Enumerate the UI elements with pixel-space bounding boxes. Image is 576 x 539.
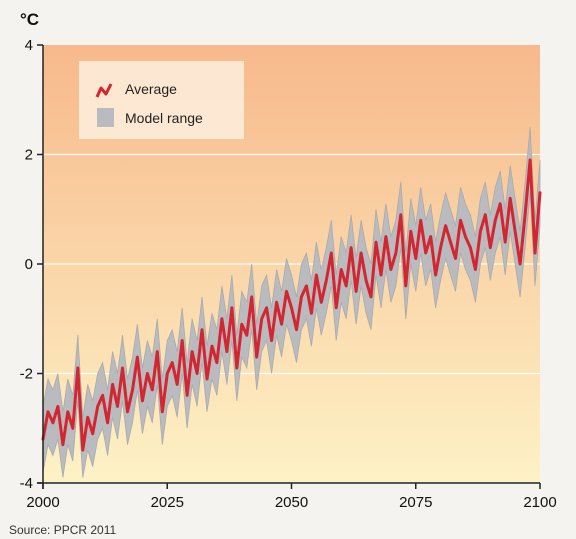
x-tick-label: 2050 — [275, 494, 308, 511]
y-tick-label: 2 — [25, 147, 33, 164]
y-tick-label: 4 — [25, 37, 33, 54]
axes — [37, 45, 540, 489]
legend-model-range-label: Model range — [125, 110, 203, 126]
x-tick-label: 2100 — [523, 494, 556, 511]
model-range-band — [42, 127, 541, 478]
y-tick-label: -4 — [20, 475, 33, 492]
x-tick-label: 2025 — [151, 494, 184, 511]
x-tick-label: 2075 — [399, 494, 432, 511]
legend-average-swatch — [95, 83, 113, 98]
legend-model-range-swatch — [97, 108, 114, 127]
source-note: Source: PPCR 2011 — [9, 523, 116, 537]
axis-ticks: 4 2 0 -2 -4 2000 2025 2050 2075 2100 — [20, 37, 557, 511]
y-unit-label: °C — [20, 10, 39, 29]
y-tick-label: -2 — [20, 366, 33, 383]
legend: Average Model range — [79, 61, 244, 139]
legend-average-label: Average — [125, 81, 177, 97]
average-line — [41, 158, 542, 452]
y-tick-label: 0 — [25, 256, 33, 273]
legend-box — [79, 61, 244, 139]
x-tick-label: 2000 — [26, 494, 59, 511]
